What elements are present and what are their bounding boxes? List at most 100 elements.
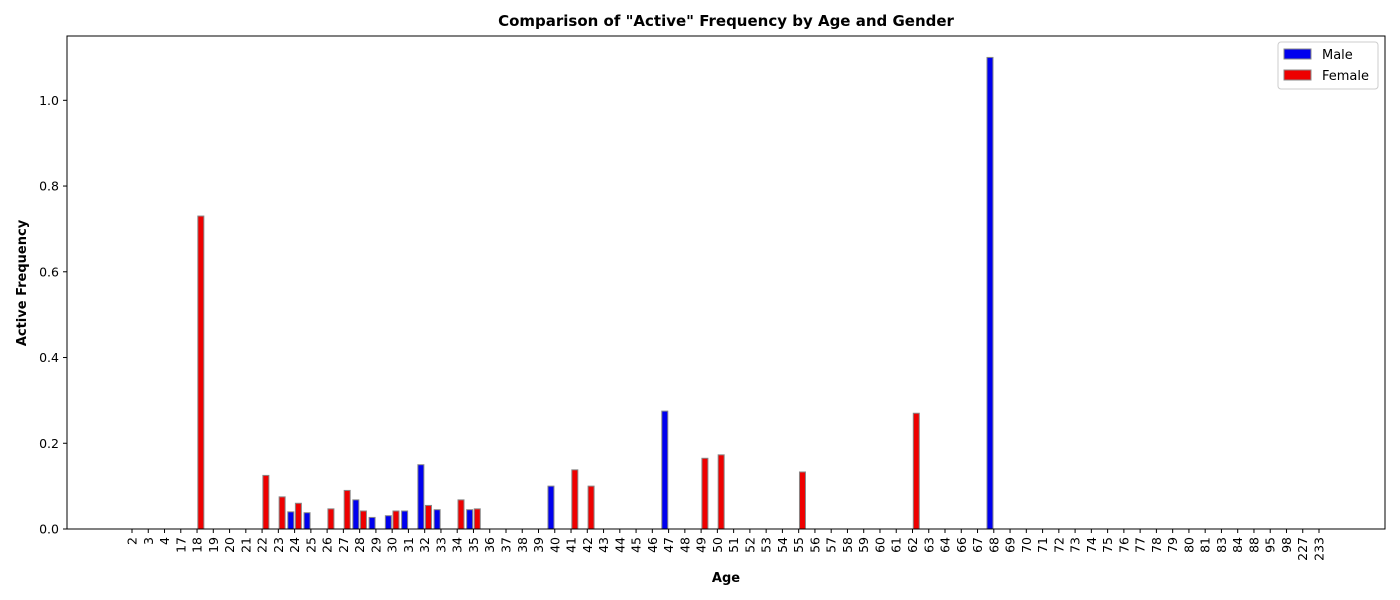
legend-swatch-female: [1283, 69, 1312, 81]
bar-male-age-24: [287, 511, 295, 530]
x-tick-label: 20: [222, 537, 237, 553]
x-tick-label: 46: [645, 537, 660, 553]
bar-female-age-24: [294, 502, 302, 530]
bar-female-age-42: [587, 485, 595, 530]
x-tick-label: 98: [1279, 537, 1294, 553]
x-tick-label: 77: [1133, 537, 1148, 553]
legend-swatch-male: [1283, 48, 1312, 60]
x-tick-label: 233: [1312, 537, 1327, 561]
x-tick-label: 38: [515, 537, 530, 553]
bar-female-age-30: [392, 510, 400, 530]
bar-female-age-50: [717, 454, 725, 530]
x-tick-label: 49: [694, 537, 709, 553]
x-tick-label: 75: [1100, 537, 1115, 553]
bar-female-age-32: [424, 504, 432, 530]
legend: Male Female: [1277, 41, 1379, 90]
x-tick-label: 95: [1263, 537, 1278, 553]
x-tick-label: 17: [173, 537, 188, 553]
x-tick-label: 41: [564, 537, 579, 553]
x-tick-label: 67: [970, 537, 985, 553]
x-tick-label: 4: [157, 537, 172, 545]
x-tick-label: 45: [629, 537, 644, 553]
x-tick-label: 36: [482, 537, 497, 553]
x-tick-label: 52: [742, 537, 757, 553]
x-tick-label: 68: [986, 537, 1001, 553]
x-axis: 2 3 4 17 18 19 20 21 22 23 24 25 26 27 28 29 30 31 32 33 34 3…: [125, 529, 1327, 561]
bar-female-age-27: [343, 489, 351, 530]
x-tick-label: 57: [824, 537, 839, 553]
y-tick-label: 0.8: [39, 179, 59, 194]
x-tick-label: 59: [856, 537, 871, 553]
bar-female-age-55: [798, 471, 806, 530]
x-tick-label: 22: [255, 537, 270, 553]
x-tick-label: 27: [336, 537, 351, 553]
bar-female-age-34: [457, 499, 465, 530]
y-tick-label: 0.2: [39, 436, 59, 451]
x-tick-label: 24: [287, 537, 302, 553]
x-tick-label: 50: [710, 537, 725, 553]
plot-frame: [66, 35, 1386, 530]
x-tick-label: 74: [1084, 537, 1099, 553]
x-tick-label: 35: [466, 537, 481, 553]
x-tick-label: 72: [1051, 537, 1066, 553]
y-axis: 0.0 0.2 0.4 0.6 0.8 1.0: [39, 93, 67, 537]
x-tick-label: 23: [271, 537, 286, 553]
x-tick-label: 80: [1181, 537, 1196, 553]
y-axis-label: Active Frequency: [15, 219, 30, 346]
x-tick-label: 64: [938, 537, 953, 553]
x-tick-label: 2: [125, 537, 140, 545]
y-tick-label: 1.0: [39, 93, 59, 108]
plot-area: [66, 35, 1386, 530]
x-tick-label: 83: [1214, 537, 1229, 553]
x-tick-label: 53: [759, 537, 774, 553]
bar-male-age-35: [466, 509, 474, 530]
x-tick-label: 73: [1068, 537, 1083, 553]
x-tick-label: 88: [1246, 537, 1261, 553]
bar-female-age-35: [473, 508, 481, 530]
x-tick-label: 26: [320, 537, 335, 553]
y-tick-label: 0.0: [39, 522, 59, 537]
x-tick-label: 71: [1035, 537, 1050, 553]
bar-female-age-41: [571, 469, 579, 530]
bar-female-age-23: [278, 496, 286, 530]
bar-female-age-18: [197, 215, 205, 530]
legend-label-male: Male: [1322, 48, 1353, 63]
x-tick-label: 30: [385, 537, 400, 553]
bar-male-age-47: [661, 410, 669, 530]
y-tick-label: 0.6: [39, 264, 59, 279]
x-tick-label: 79: [1165, 537, 1180, 553]
x-tick-label: 76: [1116, 537, 1131, 553]
x-tick-label: 33: [433, 537, 448, 553]
bar-female-age-62: [912, 412, 920, 530]
bar-female-age-28: [359, 510, 367, 530]
x-tick-label: 48: [677, 537, 692, 553]
x-tick-label: 32: [417, 537, 432, 553]
x-tick-label: 25: [303, 537, 318, 553]
x-tick-label: 28: [352, 537, 367, 553]
x-tick-label: 44: [612, 537, 627, 553]
x-tick-label: 63: [921, 537, 936, 553]
x-tick-label: 227: [1295, 537, 1310, 561]
x-tick-label: 62: [905, 537, 920, 553]
bar-male-age-29: [368, 516, 376, 530]
x-tick-label: 21: [238, 537, 253, 553]
x-tick-label: 56: [807, 537, 822, 553]
bar-male-age-68: [986, 56, 994, 530]
x-tick-label: 66: [954, 537, 969, 553]
x-tick-label: 81: [1198, 537, 1213, 553]
x-tick-label: 70: [1019, 537, 1034, 553]
bar-male-age-33: [433, 509, 441, 530]
x-tick-label: 19: [206, 537, 221, 553]
x-tick-label: 58: [840, 537, 855, 553]
x-tick-label: 40: [547, 537, 562, 553]
x-tick-label: 54: [775, 537, 790, 553]
x-tick-label: 51: [726, 537, 741, 553]
x-tick-label: 3: [141, 537, 156, 545]
x-tick-label: 37: [498, 537, 513, 553]
x-tick-label: 39: [531, 537, 546, 553]
x-axis-label: Age: [712, 571, 740, 586]
x-tick-label: 34: [450, 537, 465, 553]
x-tick-label: 42: [580, 537, 595, 553]
x-tick-label: 18: [190, 537, 205, 553]
